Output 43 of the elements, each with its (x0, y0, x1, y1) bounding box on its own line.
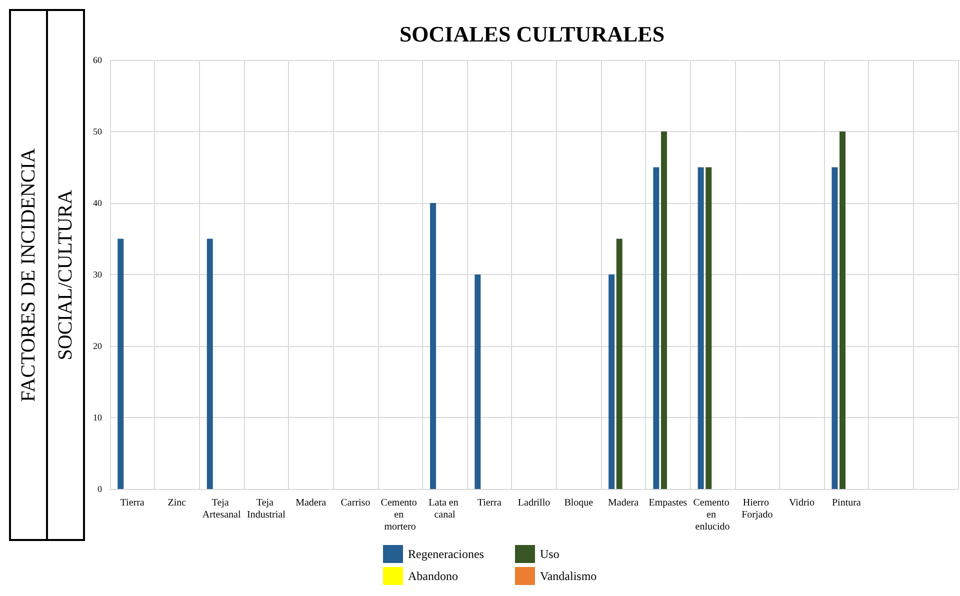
y-tick-label: 0 (98, 484, 102, 494)
x-tick-label: Madera (296, 498, 327, 508)
x-tick-label: Teja Artesanal (202, 498, 241, 520)
x-tick-label: Tierra (477, 498, 502, 508)
bar (118, 238, 124, 489)
x-tick-label: Cemento en enlucido (693, 498, 732, 532)
y-tick-label: 10 (93, 412, 102, 422)
y-tick-label: 60 (93, 55, 102, 65)
legend-label: Vandalismo (540, 569, 597, 583)
x-tick-label: Lata en canal (428, 498, 461, 520)
x-tick-label: Vidrio (789, 498, 815, 508)
bar (660, 132, 667, 489)
x-tick-label: Ladrillo (518, 498, 550, 508)
x-tick-label: Cemento en mortero (380, 498, 420, 532)
bar (832, 167, 838, 489)
bar (608, 274, 615, 489)
x-tick-label: Pintura (832, 498, 862, 508)
y-tick-label: 20 (93, 341, 102, 351)
x-tick-label: Bloque (564, 498, 594, 508)
bar (698, 167, 704, 489)
x-tick-label: Madera (608, 498, 640, 508)
x-tick-label: Hierro Forjado (742, 498, 773, 520)
bar (206, 238, 213, 489)
bar (706, 167, 712, 489)
legend-label: Abandono (408, 569, 458, 583)
bar (474, 274, 481, 489)
bar (653, 167, 660, 489)
x-tick-label: Teja Industrial (247, 498, 286, 520)
legend-label: Uso (540, 547, 560, 561)
text: FACTORES DE INCIDENCIA (18, 148, 40, 402)
y-tick-label: 40 (93, 198, 102, 208)
x-tick-label: Empastes (648, 498, 688, 508)
chart-title: SOCIALES CULTURALES (399, 22, 665, 46)
x-tick-label: Zinc (168, 498, 187, 508)
y-axis-title: SOCIAL/CULTURA (54, 189, 76, 360)
x-tick-label: Tierra (120, 498, 145, 508)
y-tick-label: 50 (93, 126, 102, 136)
y-tick-label: 30 (93, 270, 102, 280)
bar (616, 238, 622, 489)
bar (840, 132, 846, 489)
x-tick-label: Carriso (340, 498, 370, 508)
legend-label: Regeneraciones (408, 547, 484, 561)
bar (430, 203, 436, 489)
